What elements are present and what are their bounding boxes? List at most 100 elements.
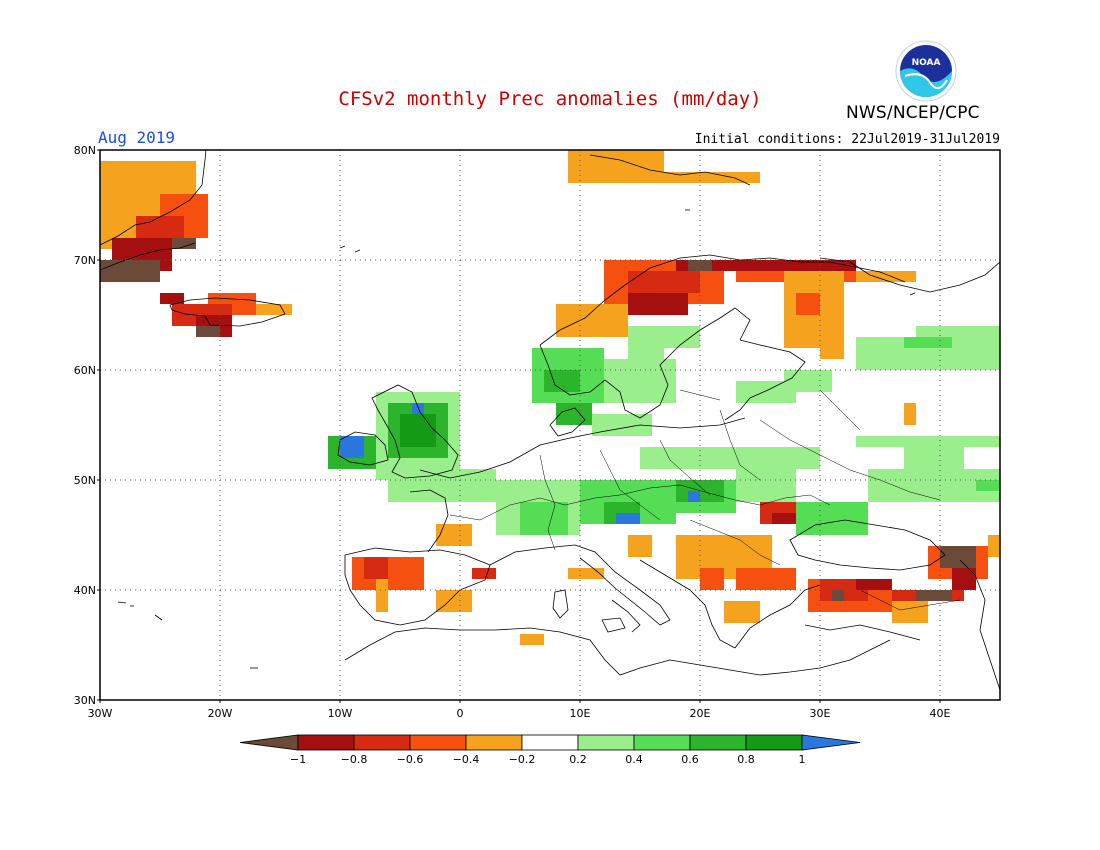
anomaly-cell (160, 293, 184, 304)
colorbar-tick-label: −1 (290, 753, 306, 766)
colorbar-box (745, 734, 803, 751)
anomaly-cell (784, 370, 832, 392)
anomaly-cell (796, 293, 820, 315)
forecast-month: Aug 2019 (98, 128, 176, 147)
anomaly-cell (856, 579, 892, 590)
colorbar-box (297, 734, 355, 751)
anomaly-cell (856, 271, 916, 282)
lon-tick-label: 40E (930, 707, 951, 720)
colorbar-tick-label: 0.6 (681, 753, 699, 766)
anomaly-cell (556, 304, 628, 337)
anomaly-cell (976, 480, 1000, 491)
colorbar-tick-label: 1 (799, 753, 806, 766)
colorbar-tick-label: 0.8 (737, 753, 755, 766)
anomaly-cell (400, 414, 436, 447)
anomaly-cell (172, 238, 196, 249)
lat-tick-label: 50N (74, 474, 96, 487)
anomaly-cell (952, 568, 976, 590)
colorbar-box (353, 734, 411, 751)
anomaly-cell (904, 337, 952, 348)
anomaly-cell (628, 293, 688, 315)
anomaly-cell (712, 447, 820, 469)
colorbar-box (521, 734, 579, 751)
map-frame (99, 149, 1001, 701)
anomaly-cell (736, 469, 796, 502)
lon-tick-label: 30W (88, 707, 113, 720)
initial-conditions: Initial conditions: 22Jul2019-31Jul2019 (694, 132, 1000, 147)
anomaly-cell (196, 326, 220, 337)
anomaly-cell (100, 260, 160, 282)
colorbar-arrow-high (801, 734, 861, 751)
logo-text: NOAA (912, 58, 941, 68)
anomaly-cell (520, 634, 544, 645)
colorbar-tick-label: 0.4 (625, 753, 643, 766)
colorbar-box (409, 734, 467, 751)
colorbar-tick-label: −0.4 (453, 753, 480, 766)
anomaly-cell (628, 326, 664, 370)
lat-tick-label: 30N (74, 694, 96, 707)
anomaly-cell (820, 348, 844, 359)
lat-lon-grid (100, 150, 1000, 700)
lon-tick-label: 10W (328, 707, 353, 720)
colorbar-box (689, 734, 747, 751)
colorbar-tick-label: −0.6 (397, 753, 424, 766)
colorbar-box (633, 734, 691, 751)
anomaly-cell (832, 590, 844, 601)
lat-tick-label: 60N (74, 364, 96, 377)
anomaly-cell (616, 513, 640, 524)
anomaly-cell (556, 403, 592, 425)
anomaly-cell (520, 502, 568, 535)
anomaly-cell (772, 513, 796, 524)
anomaly-cell (340, 436, 364, 458)
lat-tick-label: 80N (74, 144, 96, 157)
anomaly-cell (904, 447, 964, 469)
anomaly-cell (412, 403, 424, 414)
anomaly-cell (436, 524, 472, 546)
anomaly-cell (904, 403, 916, 425)
anomaly-cell (568, 568, 604, 579)
latitude-tick-labels: 30N 40N 50N 60N 70N 80N (74, 144, 100, 707)
lon-tick-label: 20E (690, 707, 711, 720)
anomaly-cell (688, 491, 700, 502)
anomaly-cell (664, 172, 760, 183)
anomaly-cell (892, 601, 928, 623)
anomaly-cell (664, 326, 700, 348)
anomaly-cell (736, 568, 796, 590)
anomaly-cell (436, 590, 472, 612)
anomaly-cell (712, 260, 856, 271)
colorbar: −1 −0.8 −0.6 −0.4 −0.2 0.2 0.4 0.6 0.8 1 (239, 734, 861, 766)
lat-tick-label: 40N (74, 584, 96, 597)
anomaly-cell (364, 557, 388, 579)
colorbar-tick-label: 0.2 (569, 753, 587, 766)
noaa-logo-icon: NOAA (895, 40, 957, 102)
lon-tick-label: 20W (208, 707, 233, 720)
anomaly-cell (568, 150, 664, 183)
country-borders (449, 389, 961, 611)
anomaly-cell (544, 370, 580, 392)
coastlines (100, 150, 1000, 691)
lon-tick-label: 10E (570, 707, 591, 720)
agency-label: NWS/NCEP/CPC (846, 103, 980, 123)
anomaly-cell (916, 590, 952, 601)
anomaly-cell (628, 271, 700, 293)
anomaly-cell (640, 447, 712, 469)
lon-tick-label: 30E (810, 707, 831, 720)
chart-title: CFSv2 monthly Prec anomalies (mm/day) (338, 88, 762, 110)
colorbar-tick-label: −0.8 (341, 753, 368, 766)
lon-tick-label: 0 (457, 707, 464, 720)
anomaly-cell (856, 436, 1000, 447)
colorbar-arrow-low (239, 734, 299, 751)
anomaly-cell (700, 568, 724, 590)
anomaly-cell (724, 601, 760, 623)
anomaly-cell (988, 535, 1000, 557)
colorbar-tick-label: −0.2 (509, 753, 536, 766)
anomaly-cell (940, 546, 976, 568)
anomaly-cells (100, 150, 1000, 645)
colorbar-box (465, 734, 523, 751)
anomaly-cell (472, 568, 496, 579)
colorbar-box (577, 734, 635, 751)
anomaly-cell (628, 535, 652, 557)
lat-tick-label: 70N (74, 254, 96, 267)
longitude-tick-labels: 30W 20W 10W 0 10E 20E 30E 40E (88, 700, 951, 720)
